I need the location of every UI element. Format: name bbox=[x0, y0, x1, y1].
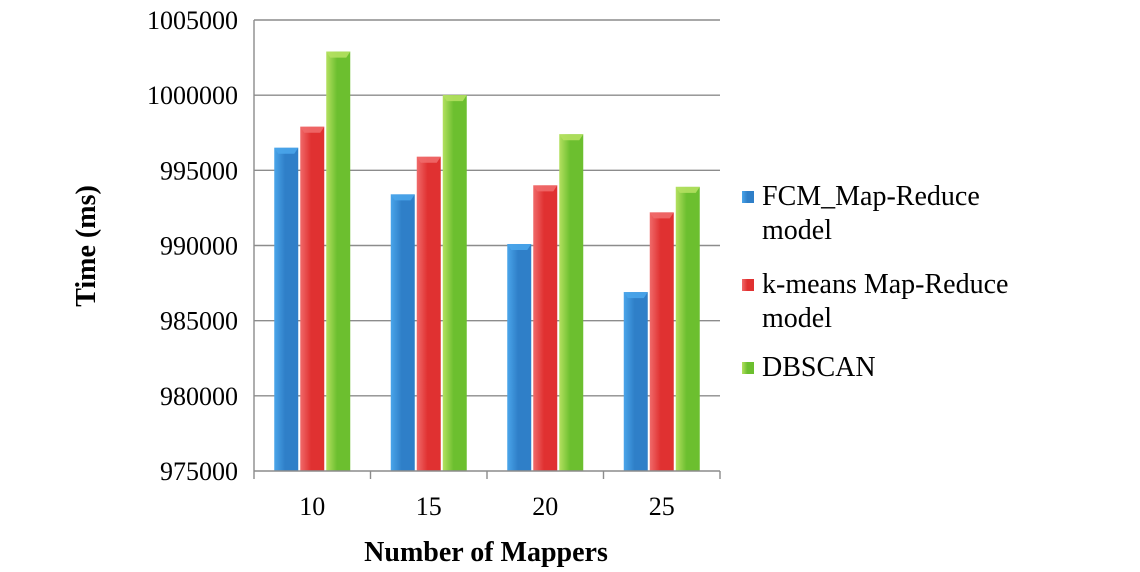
bar-top-cap bbox=[533, 185, 558, 192]
legend-swatch bbox=[742, 362, 754, 374]
bar bbox=[507, 243, 532, 471]
legend-swatch bbox=[742, 279, 754, 291]
bar-top-cap bbox=[274, 147, 299, 154]
bar-top-cap bbox=[559, 134, 584, 141]
bar bbox=[326, 51, 351, 471]
bar-top-cap bbox=[416, 156, 441, 163]
x-axis-title: Number of Mappers bbox=[364, 537, 608, 568]
x-tick-label: 15 bbox=[416, 492, 442, 521]
bar-top-cap bbox=[649, 212, 674, 219]
bar bbox=[442, 95, 467, 472]
bars bbox=[274, 51, 700, 472]
y-axis-title: Time (ms) bbox=[71, 185, 102, 307]
x-tick-label: 20 bbox=[532, 492, 558, 521]
bar bbox=[416, 156, 441, 471]
bar-top-cap bbox=[390, 194, 415, 201]
y-tick-label: 975000 bbox=[160, 457, 238, 486]
bar-top-cap bbox=[442, 95, 467, 102]
y-tick-label: 980000 bbox=[160, 382, 238, 411]
bar bbox=[623, 292, 648, 471]
y-tick-label: 995000 bbox=[160, 156, 238, 185]
legend-label: model bbox=[762, 303, 832, 334]
bar bbox=[390, 194, 415, 472]
bar-top-cap bbox=[326, 51, 351, 58]
legend-label: model bbox=[762, 215, 832, 246]
bar bbox=[675, 186, 700, 471]
x-tick-label: 10 bbox=[299, 492, 325, 521]
y-tick-label: 1005000 bbox=[147, 6, 238, 35]
bar bbox=[649, 212, 674, 471]
axes: 975000 980000 985000 990000 995000 1000000 100… bbox=[147, 6, 721, 521]
y-tick-label: 985000 bbox=[160, 307, 238, 336]
bar bbox=[533, 185, 558, 471]
legend-label: FCM_Map-Reduce bbox=[762, 181, 980, 212]
legend-label: DBSCAN bbox=[762, 352, 876, 383]
y-tick-label: 1000000 bbox=[147, 81, 238, 110]
bar-top-cap bbox=[300, 126, 325, 133]
bar bbox=[300, 126, 325, 471]
y-tick-label: 990000 bbox=[160, 232, 238, 261]
bar-top-cap bbox=[507, 243, 532, 250]
bar bbox=[274, 147, 299, 472]
legend-swatch bbox=[742, 191, 754, 203]
bar-top-cap bbox=[675, 186, 700, 193]
legend-label: k-means Map-Reduce bbox=[762, 269, 1008, 300]
x-tick-label: 25 bbox=[649, 492, 675, 521]
bar bbox=[559, 134, 584, 471]
bar-top-cap bbox=[623, 292, 648, 299]
